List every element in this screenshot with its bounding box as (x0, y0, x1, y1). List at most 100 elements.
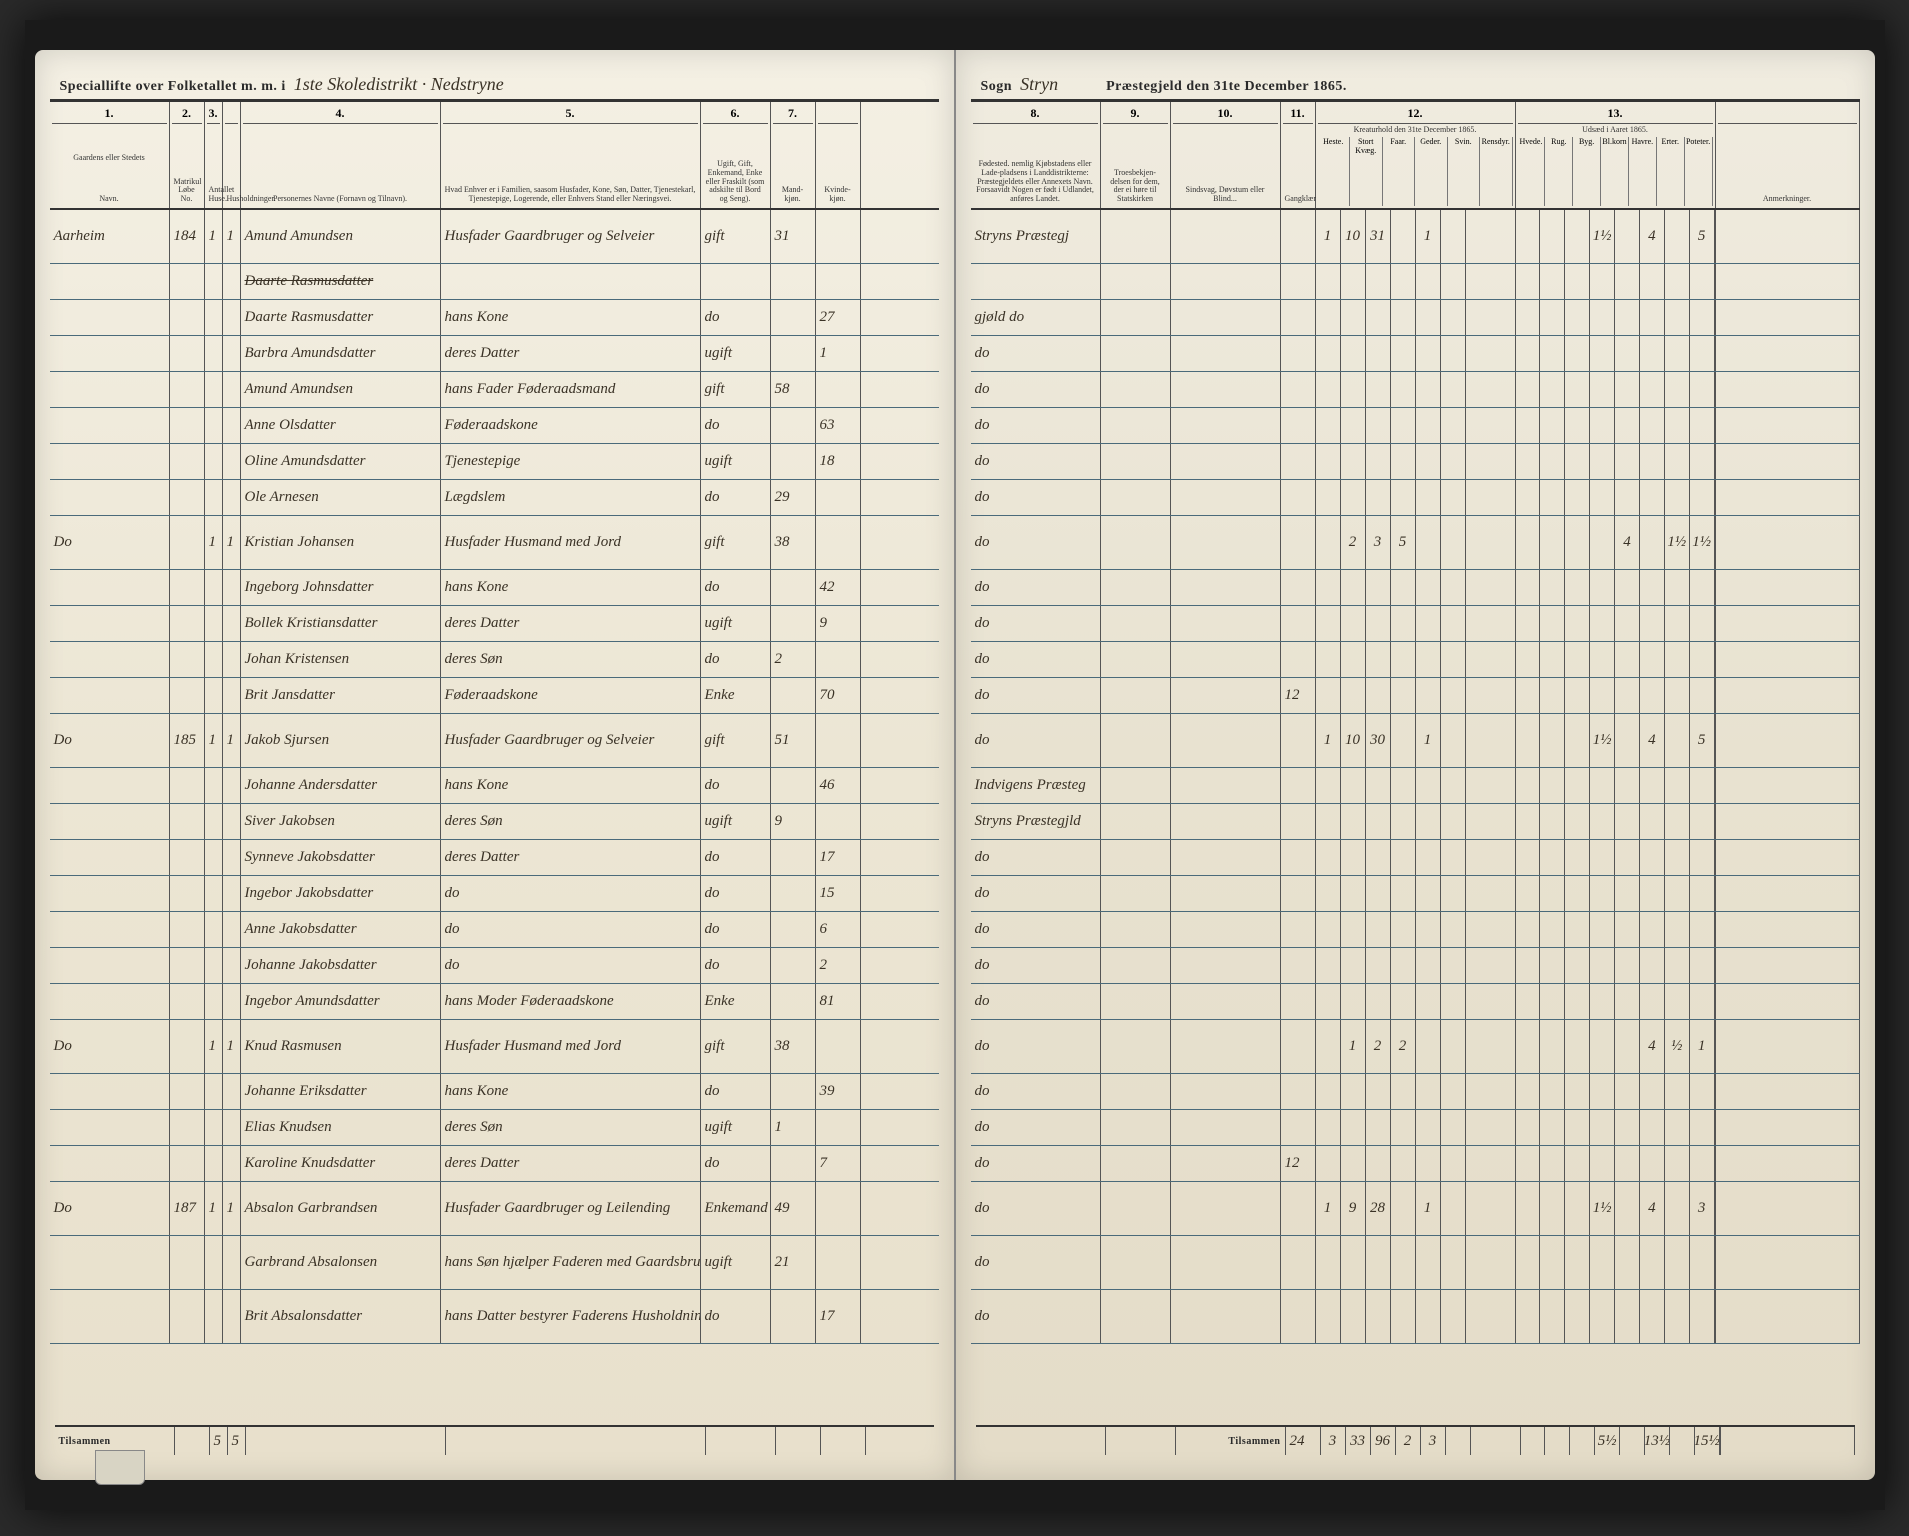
cell: Elias Knudsen (241, 1110, 441, 1145)
colnum-7: 7. (773, 104, 813, 124)
mini-cell (1391, 1290, 1416, 1343)
cell (1281, 768, 1316, 803)
mini-cell: 3 (1366, 516, 1391, 569)
mini-cell (1590, 336, 1615, 371)
cell (1171, 912, 1281, 947)
colnum-10: 10. (1173, 104, 1278, 124)
cell: Husfader Gaardbruger og Selveier (441, 210, 701, 263)
table-row: do (971, 480, 1860, 516)
mini-cell (1590, 606, 1615, 641)
mini-cell: 96 (1371, 1427, 1396, 1455)
cell: do (971, 876, 1101, 911)
table-row: do (971, 984, 1860, 1020)
mini-cell (1366, 444, 1391, 479)
mini-cell (1665, 1110, 1690, 1145)
cell (816, 480, 861, 515)
page-tab (95, 1450, 145, 1485)
mini-cell (1615, 372, 1640, 407)
cell (1716, 408, 1860, 443)
cell: do (701, 480, 771, 515)
cell (816, 1236, 861, 1289)
mini-cell (1391, 264, 1416, 299)
cell (50, 606, 170, 641)
mini-cell (1690, 1146, 1715, 1181)
header-cursive-left: 1ste Skoledistrikt · Nedstryne (294, 74, 504, 95)
cell: do (971, 948, 1101, 983)
mini-cell (1416, 1110, 1441, 1145)
cell: 18 (816, 444, 861, 479)
cell: do (441, 912, 701, 947)
mini-cell (1316, 948, 1341, 983)
mini-cell: 1 (1416, 210, 1441, 263)
mini-cell (1341, 408, 1366, 443)
mini-cell (1316, 444, 1341, 479)
table-row: Ingebor Amundsdatterhans Moder Føderaads… (50, 984, 939, 1020)
mini-cell (1640, 408, 1665, 443)
mini-cell (1316, 408, 1341, 443)
mini-cell (1416, 984, 1441, 1019)
mini-cell (1316, 1074, 1341, 1109)
mini-cell (1615, 300, 1640, 335)
cell (1316, 570, 1516, 605)
mini-cell (1341, 948, 1366, 983)
mini-cell (1565, 210, 1590, 263)
mini-cell (1516, 444, 1541, 479)
header-sogn-label: Sogn (981, 79, 1013, 95)
cell (1101, 480, 1171, 515)
cell (816, 1182, 861, 1235)
cell (1171, 1236, 1281, 1289)
cell: Stryns Præstegj (971, 210, 1101, 263)
mini-cell (1540, 1290, 1565, 1343)
cell (1716, 480, 1860, 515)
mini-cell (1590, 408, 1615, 443)
cell: do (441, 876, 701, 911)
colnum-5: 5. (443, 104, 698, 124)
cell (1316, 876, 1516, 911)
mini-cell (1391, 876, 1416, 911)
cell (50, 336, 170, 371)
mini-cell (1665, 876, 1690, 911)
cell (50, 1146, 170, 1181)
mini-cell (1516, 264, 1541, 299)
cell (205, 408, 223, 443)
cell (205, 372, 223, 407)
cell: Ole Arnesen (241, 480, 441, 515)
cell (223, 768, 241, 803)
cell (1101, 1182, 1171, 1235)
table-row: do (971, 1290, 1860, 1344)
cell: 1½43 (1516, 1182, 1716, 1235)
mini-cell (1565, 516, 1590, 569)
mini-cell (1640, 516, 1665, 569)
mini-cell (1665, 408, 1690, 443)
cell (1171, 876, 1281, 911)
mini-cell (1640, 444, 1665, 479)
collabel-3b: Husholdninger. (225, 193, 238, 206)
cell (1101, 336, 1171, 371)
table-row: do (971, 876, 1860, 912)
cell (1716, 300, 1860, 335)
mini-cell (1590, 1110, 1615, 1145)
mini-cell: 1 (1690, 1020, 1715, 1073)
cell (1101, 264, 1171, 299)
cell (1281, 642, 1316, 677)
mini-cell (1441, 984, 1466, 1019)
cell: do (971, 840, 1101, 875)
mini-cell (1665, 1236, 1690, 1289)
mini-cell: 1 (1416, 1182, 1441, 1235)
cell: do (701, 948, 771, 983)
cell (1516, 570, 1716, 605)
cell: do (701, 300, 771, 335)
cell (1171, 264, 1281, 299)
mini-cell (1416, 948, 1441, 983)
mini-cell (1341, 606, 1366, 641)
mini-cell (1665, 570, 1690, 605)
table-row: do (971, 606, 1860, 642)
cell (1716, 678, 1860, 713)
mini-cell (1540, 606, 1565, 641)
cell: 2 (771, 642, 816, 677)
cell (816, 714, 861, 767)
cell (1716, 570, 1860, 605)
cell (205, 264, 223, 299)
mini-cell (1690, 984, 1715, 1019)
mini-cell (1441, 876, 1466, 911)
